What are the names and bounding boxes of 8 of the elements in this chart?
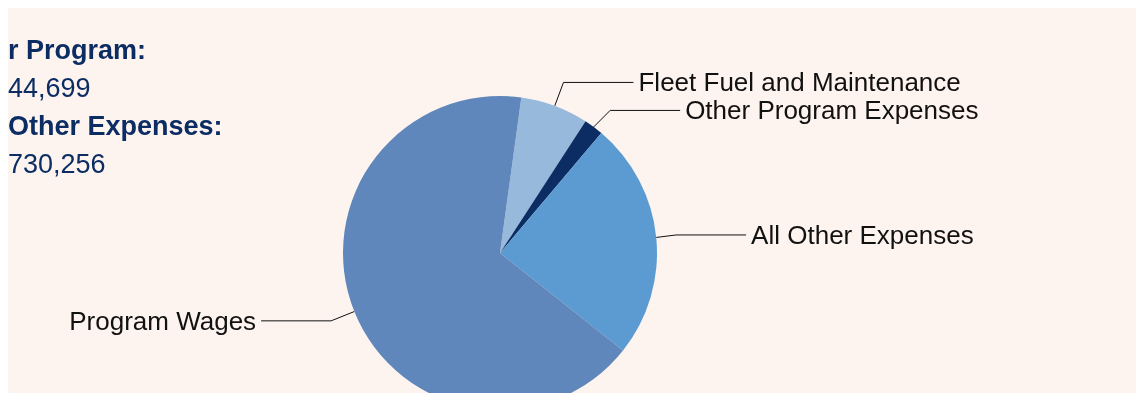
slice-label: Fleet Fuel and Maintenance	[638, 67, 961, 98]
text: 730,256	[8, 148, 106, 179]
text: 44,699	[8, 72, 91, 103]
text: r Program:	[8, 34, 147, 65]
slice-label: Other Program Expenses	[685, 95, 979, 126]
slice-label: Program Wages	[69, 305, 257, 336]
slice-label: All Other Expenses	[751, 219, 974, 250]
text: Other Expenses:	[8, 110, 223, 141]
